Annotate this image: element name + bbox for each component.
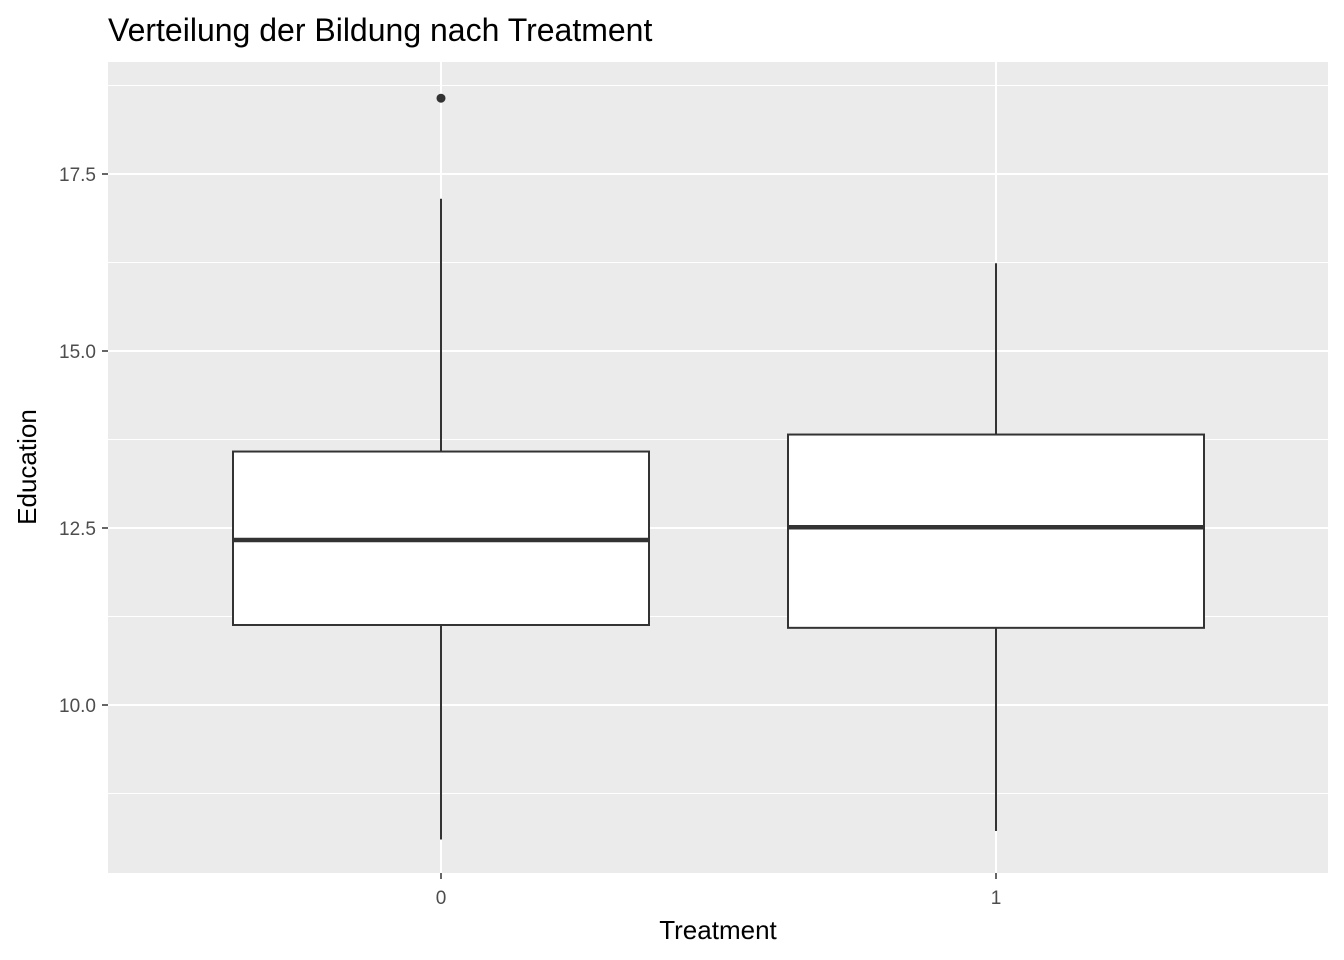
x-tick-label: 1 <box>991 888 1002 909</box>
y-axis-title: Education <box>12 409 42 525</box>
box-group-1 <box>787 263 1205 832</box>
chart-title: Verteilung der Bildung nach Treatment <box>108 12 652 48</box>
y-tick-label: 15.0 <box>59 342 96 363</box>
y-tick-label: 10.0 <box>59 696 96 717</box>
x-tick-label: 0 <box>436 888 447 909</box>
outlier-point <box>436 93 446 103</box>
y-axis: 10.0 12.5 15.0 17.5 <box>59 165 108 717</box>
y-tick-label: 17.5 <box>59 165 96 186</box>
box-layer <box>232 93 1205 840</box>
box-group-0 <box>232 93 650 840</box>
y-tick-label: 12.5 <box>59 519 96 540</box>
box-iqr <box>787 433 1205 629</box>
x-axis-title: Treatment <box>659 915 777 945</box>
